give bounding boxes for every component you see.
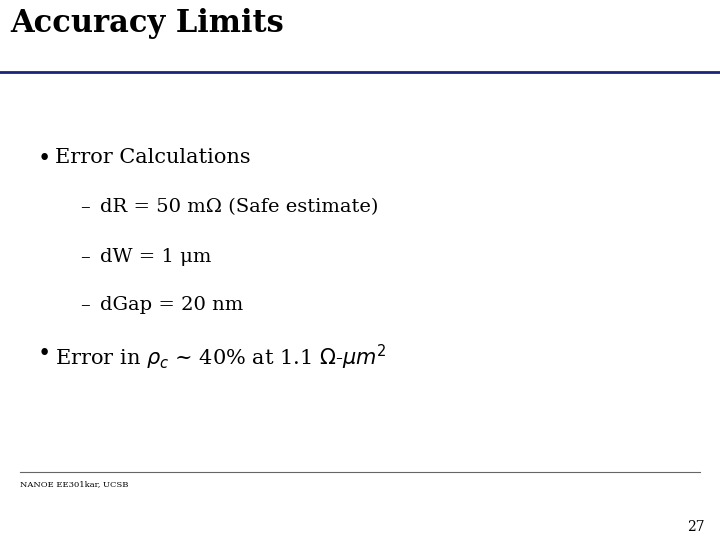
Text: Accuracy Limits: Accuracy Limits	[10, 8, 284, 39]
Text: Error Calculations: Error Calculations	[55, 148, 251, 167]
Text: –: –	[80, 198, 90, 216]
Text: dW = 1 μm: dW = 1 μm	[100, 248, 212, 266]
Text: NANOE EE301kar, UCSB: NANOE EE301kar, UCSB	[20, 480, 128, 488]
Text: dGap = 20 nm: dGap = 20 nm	[100, 296, 243, 314]
Text: •: •	[38, 343, 51, 365]
Text: •: •	[38, 148, 51, 170]
Text: –: –	[80, 248, 90, 266]
Text: 27: 27	[688, 520, 705, 534]
Text: dR = 50 mΩ (Safe estimate): dR = 50 mΩ (Safe estimate)	[100, 198, 379, 216]
Text: –: –	[80, 296, 90, 314]
Text: Error in $\rho_c$ ~ 40% at 1.1 $\Omega$-$\mu m^2$: Error in $\rho_c$ ~ 40% at 1.1 $\Omega$-…	[55, 343, 387, 372]
